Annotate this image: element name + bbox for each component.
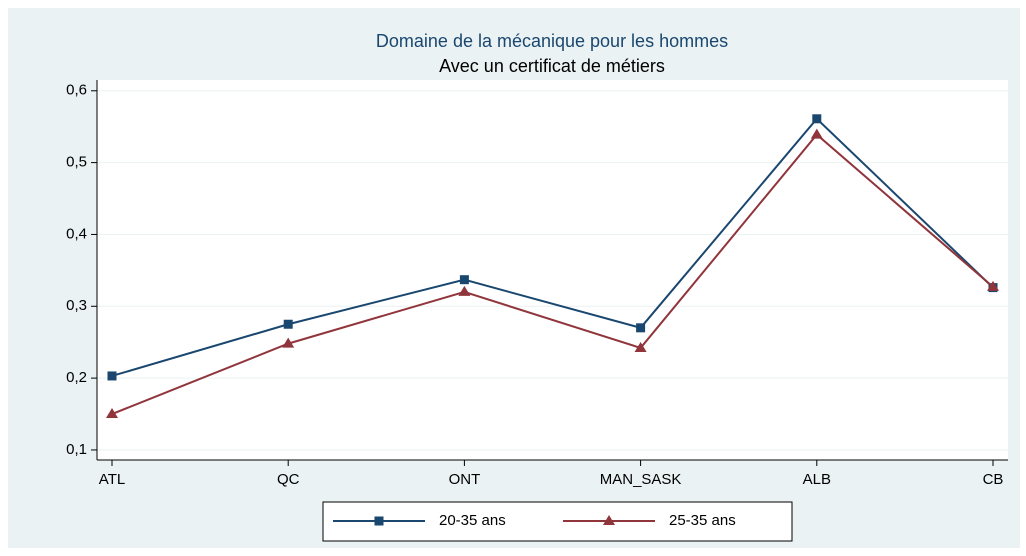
marker xyxy=(459,275,469,285)
marker xyxy=(812,114,822,124)
marker xyxy=(636,323,646,333)
y-tick-label: 0,1 xyxy=(66,441,87,458)
marker xyxy=(987,280,999,291)
x-tick-label: ATL xyxy=(99,471,125,488)
chart-subtitle: Avec un certificat de métiers xyxy=(439,56,665,76)
x-tick-label: ONT xyxy=(449,471,481,488)
x-tick-label: QC xyxy=(277,471,300,488)
y-tick-label: 0,2 xyxy=(66,369,87,386)
y-tick-label: 0,3 xyxy=(66,297,87,314)
x-tick-label: CB xyxy=(983,471,1004,488)
marker xyxy=(106,408,118,419)
legend-label: 20-35 ans xyxy=(439,512,506,529)
y-tick-label: 0,6 xyxy=(66,82,87,99)
legend-marker xyxy=(374,516,384,526)
marker xyxy=(107,371,117,381)
marker xyxy=(634,341,647,352)
legend-marker xyxy=(603,515,615,525)
marker xyxy=(458,285,471,296)
x-tick-label: ALB xyxy=(803,471,831,488)
y-tick-label: 0,5 xyxy=(66,154,87,171)
plot-area xyxy=(97,80,1008,460)
series-line xyxy=(111,133,994,415)
marker xyxy=(810,128,823,139)
y-tick-label: 0,4 xyxy=(66,225,87,242)
chart-title: Domaine de la mécanique pour les hommes xyxy=(376,31,728,51)
legend-label: 25-35 ans xyxy=(669,512,736,529)
x-tick-label: MAN_SASK xyxy=(600,471,682,488)
marker xyxy=(282,337,295,348)
marker xyxy=(283,319,293,329)
series-line xyxy=(111,117,994,377)
